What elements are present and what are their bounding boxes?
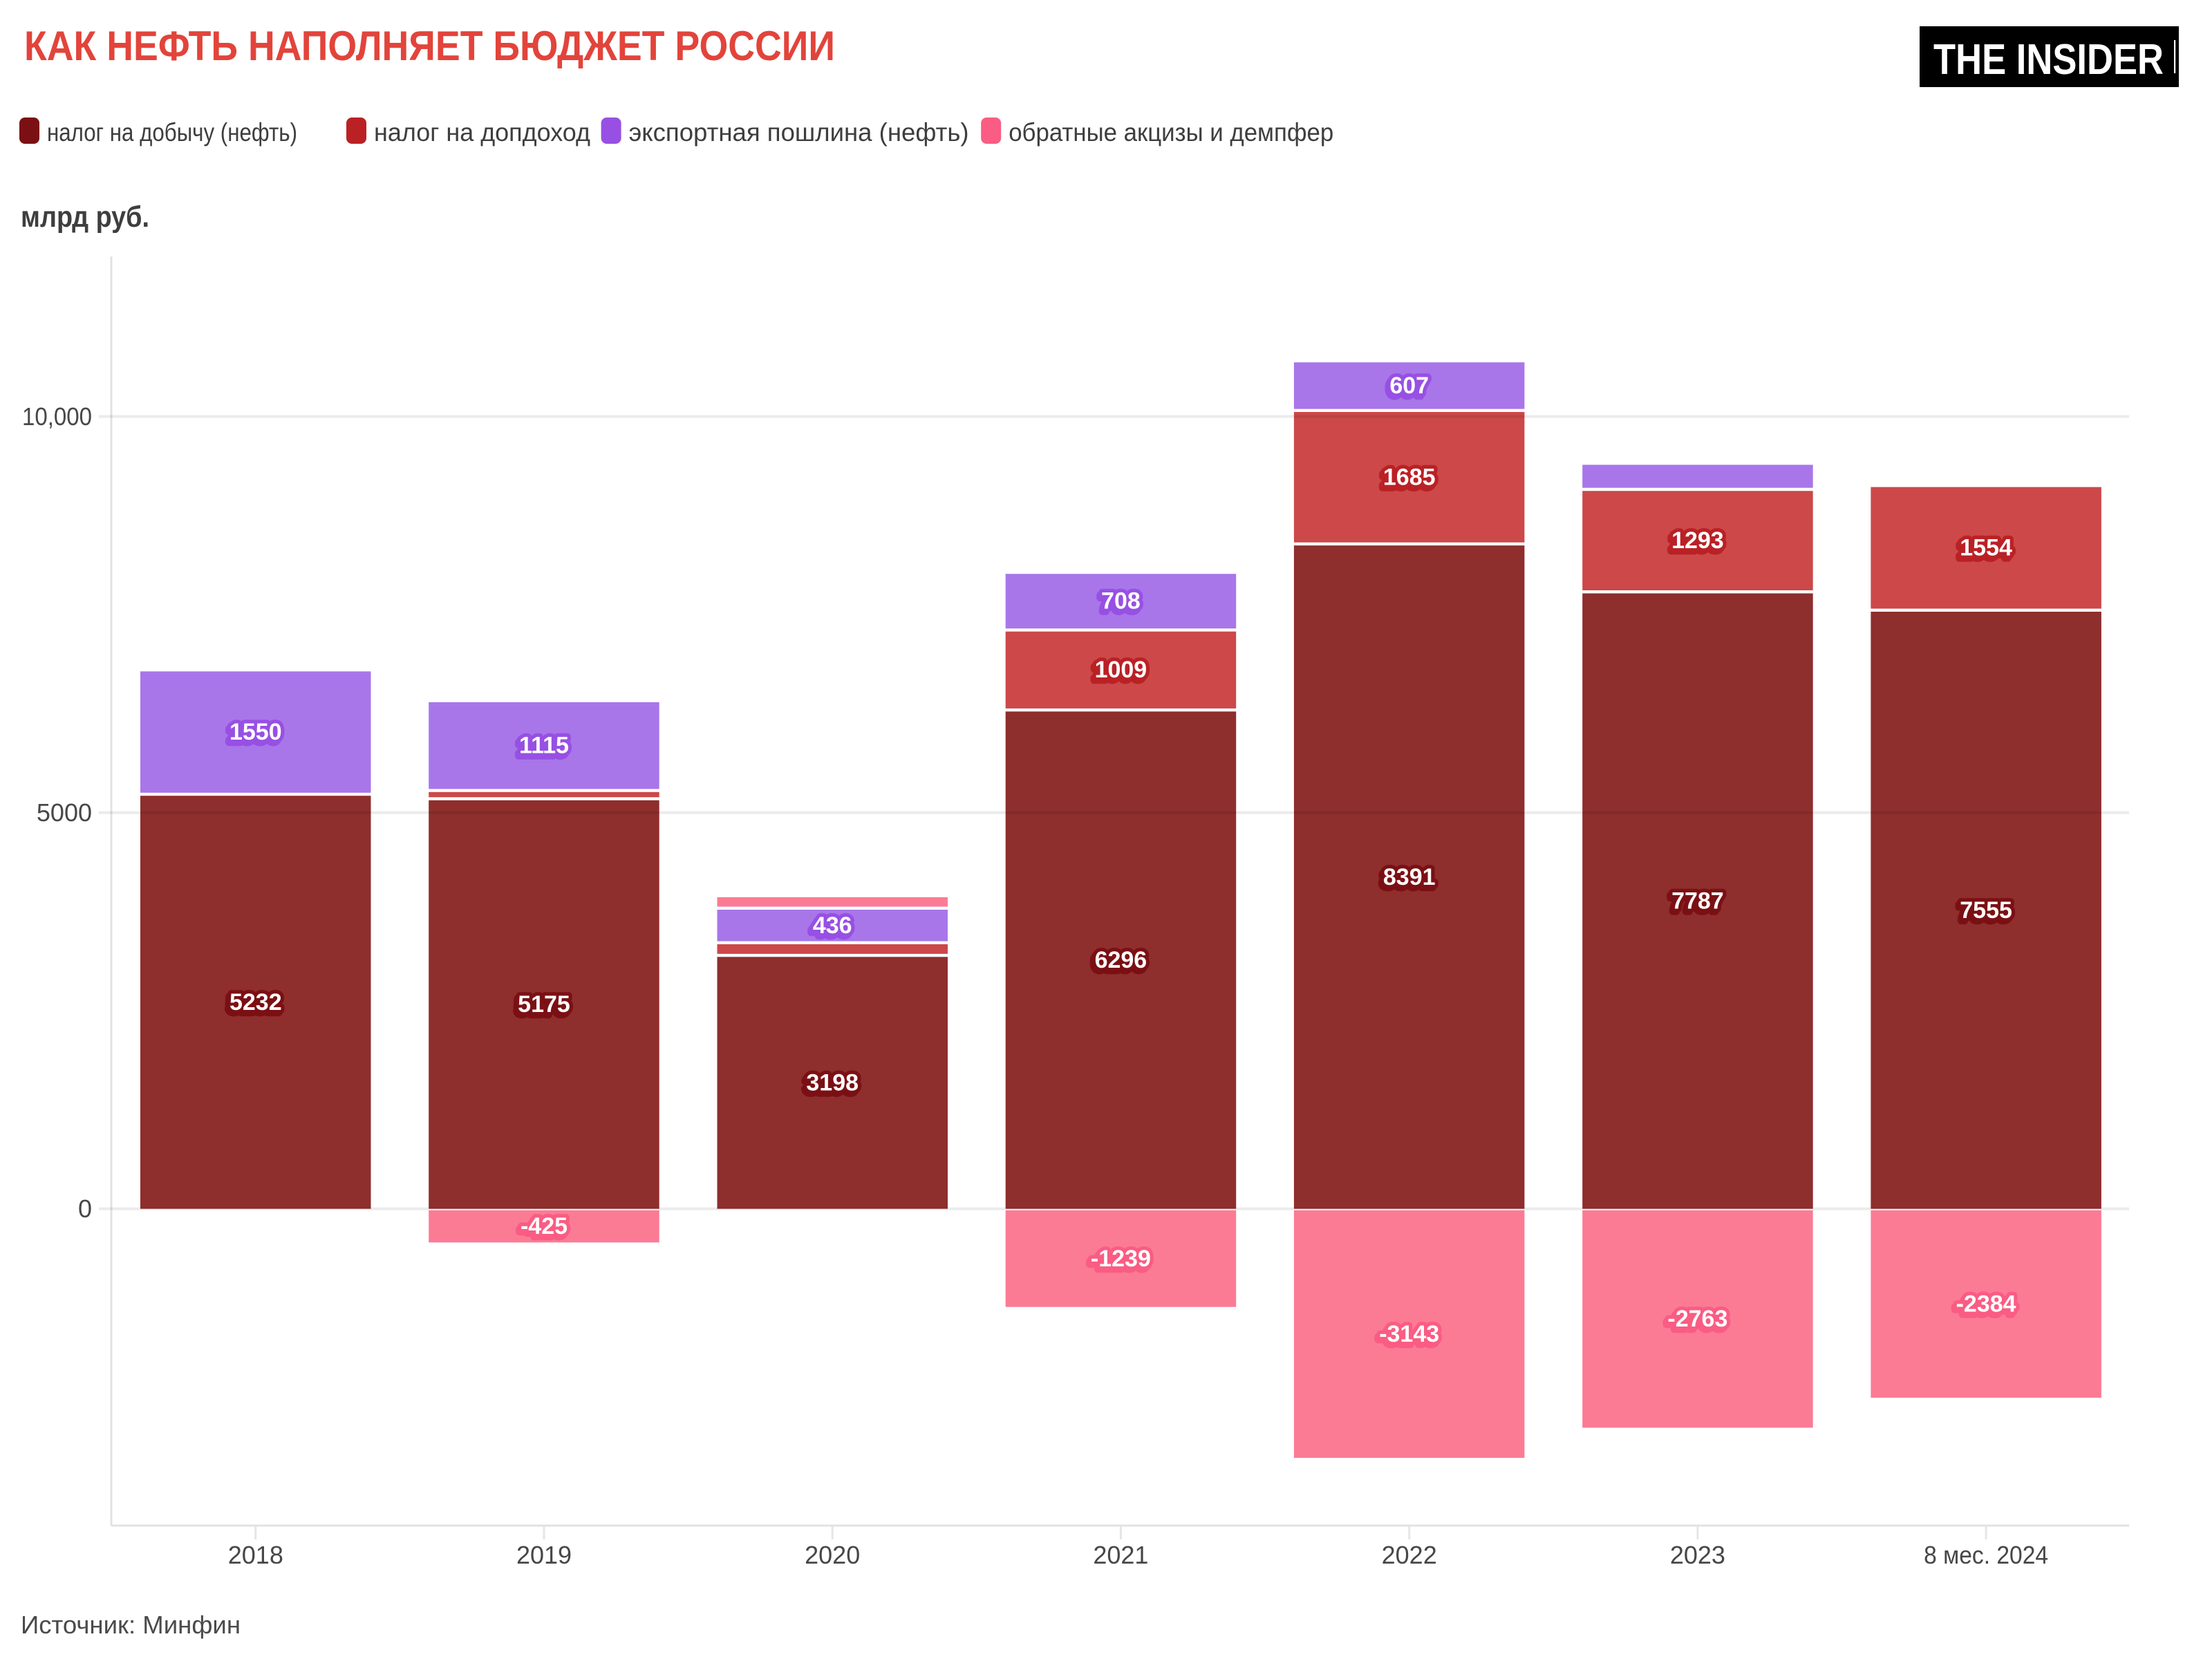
svg-text:-2384: -2384 [1954,1293,2014,1320]
svg-text:1550: 1550 [227,722,280,748]
svg-text:1009: 1009 [1095,657,1147,683]
svg-text:5232: 5232 [229,989,282,1015]
svg-text:7787: 7787 [1671,888,1724,915]
svg-text:-1239: -1239 [1089,1248,1149,1275]
svg-text:-3143: -3143 [1379,1321,1439,1347]
svg-text:1554: 1554 [1958,538,2010,564]
svg-text:2021: 2021 [1093,1541,1148,1569]
svg-text:Источник: Минфин: Источник: Минфин [21,1611,241,1639]
svg-text:налог на добычу (нефть): налог на добычу (нефть) [47,118,297,147]
svg-text:6296: 6296 [1095,947,1147,973]
svg-text:налог на допдоход: налог на допдоход [374,118,590,147]
svg-text:3198: 3198 [806,1070,859,1096]
svg-text:2022: 2022 [1382,1541,1437,1569]
svg-text:2018: 2018 [228,1541,283,1569]
svg-text:1293: 1293 [1669,530,1722,556]
svg-text:1293: 1293 [1671,527,1724,554]
svg-text:1550: 1550 [229,719,282,745]
svg-text:1115: 1115 [519,733,569,759]
svg-text:-425: -425 [521,1213,568,1239]
svg-text:-1239: -1239 [1091,1246,1151,1272]
svg-text:7787: 7787 [1671,888,1724,915]
svg-text:607: 607 [1389,373,1429,399]
svg-text:-2763: -2763 [1665,1309,1725,1335]
svg-text:607: 607 [1387,375,1427,402]
svg-text:6296: 6296 [1095,947,1147,973]
svg-text:8391: 8391 [1383,864,1436,890]
svg-text:3198: 3198 [806,1070,859,1096]
svg-text:10,000: 10,000 [22,402,92,431]
svg-text:1115: 1115 [519,733,569,759]
svg-text:5175: 5175 [518,991,570,1018]
svg-text:-3143: -3143 [1377,1324,1437,1350]
svg-text:2020: 2020 [805,1541,860,1569]
svg-text:млрд руб.: млрд руб. [21,200,149,234]
svg-text:708: 708 [1099,591,1138,617]
svg-text:экспортная пошлина (нефть): экспортная пошлина (нефть) [629,118,969,147]
svg-text:436: 436 [813,912,852,939]
svg-text:THE INSIDER: THE INSIDER [1933,36,2164,84]
svg-text:2023: 2023 [1670,1541,1725,1569]
svg-text:-1239: -1239 [1091,1246,1151,1272]
svg-text:5232: 5232 [227,992,280,1018]
svg-text:1550: 1550 [229,719,282,745]
svg-text:0: 0 [78,1194,92,1223]
svg-text:-2763: -2763 [1667,1306,1727,1332]
svg-text:1554: 1554 [1960,535,2012,561]
svg-text:5175: 5175 [516,994,568,1020]
svg-text:8391: 8391 [1383,864,1436,890]
svg-text:1685: 1685 [1383,464,1436,490]
svg-text:5000: 5000 [37,798,92,827]
svg-text:КАК НЕФТЬ НАПОЛНЯЕТ БЮДЖЕТ РОС: КАК НЕФТЬ НАПОЛНЯЕТ БЮДЖЕТ РОССИИ [24,23,835,69]
svg-text:7555: 7555 [1960,897,2012,924]
svg-text:607: 607 [1389,373,1429,399]
svg-text:436: 436 [811,915,850,941]
svg-text:7555: 7555 [1960,897,2012,924]
svg-text:1009: 1009 [1095,657,1147,683]
svg-text:7787: 7787 [1669,891,1722,917]
svg-text:6296: 6296 [1093,950,1145,976]
svg-text:-425: -425 [518,1216,565,1242]
svg-text:-2384: -2384 [1956,1291,2016,1317]
svg-text:1554: 1554 [1960,535,2012,561]
svg-text:8 мес. 2024: 8 мес. 2024 [1924,1541,2048,1569]
svg-text:-2384: -2384 [1956,1291,2016,1317]
svg-text:1293: 1293 [1671,527,1724,554]
svg-text:-425: -425 [521,1213,568,1239]
svg-text:1115: 1115 [517,735,567,762]
svg-text:5232: 5232 [229,989,282,1015]
svg-text:8391: 8391 [1381,867,1434,893]
svg-text:-2763: -2763 [1667,1306,1727,1332]
svg-text:1685: 1685 [1383,464,1436,490]
svg-text:обратные акцизы и демпфер: обратные акцизы и демпфер [1009,118,1333,147]
svg-text:436: 436 [813,912,852,939]
svg-text:1009: 1009 [1093,659,1145,686]
svg-text:5175: 5175 [518,991,570,1018]
svg-text:1685: 1685 [1381,467,1434,493]
svg-text:708: 708 [1101,588,1141,615]
svg-text:-3143: -3143 [1379,1321,1439,1347]
svg-text:708: 708 [1101,588,1141,615]
svg-text:3198: 3198 [804,1073,856,1099]
svg-text:7555: 7555 [1958,900,2010,926]
svg-text:2019: 2019 [516,1541,572,1569]
